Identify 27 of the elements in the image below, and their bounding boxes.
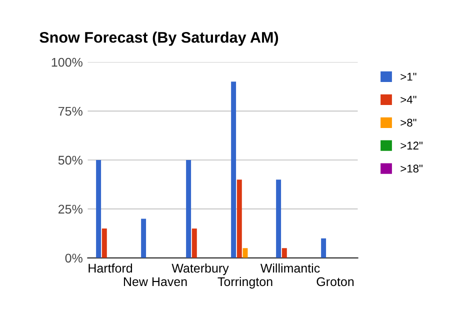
bar [102, 228, 107, 258]
x-tick-label: Hartford [88, 263, 132, 273]
bar [96, 160, 102, 258]
y-tick-label: 50% [58, 156, 82, 165]
x-tick-label: Torrington [218, 276, 272, 289]
bar [276, 180, 282, 258]
chart-title: Snow Forecast (By Saturday AM) [40, 32, 278, 46]
bar [236, 180, 242, 258]
x-tick-label: Groton [316, 277, 354, 286]
legend-label: >1" [400, 72, 416, 81]
x-tick-label: Willimantic [260, 263, 320, 273]
y-tick-label: 100% [52, 58, 82, 67]
bar [141, 218, 146, 258]
bar [192, 228, 197, 258]
y-tick-label: 0% [65, 254, 82, 263]
legend-label: >12" [400, 142, 422, 150]
legend-label: >4" [400, 96, 416, 104]
bar [231, 82, 236, 258]
y-tick-label: 75% [58, 106, 82, 116]
bar [186, 160, 192, 258]
x-tick-label: New Haven [124, 277, 187, 286]
legend-label: >18" [400, 164, 422, 173]
bar [282, 248, 287, 258]
bar [321, 238, 326, 258]
x-tick-label: Waterbury [172, 263, 229, 276]
y-tick-label: 25% [58, 204, 82, 214]
legend-label: >8" [400, 118, 416, 127]
